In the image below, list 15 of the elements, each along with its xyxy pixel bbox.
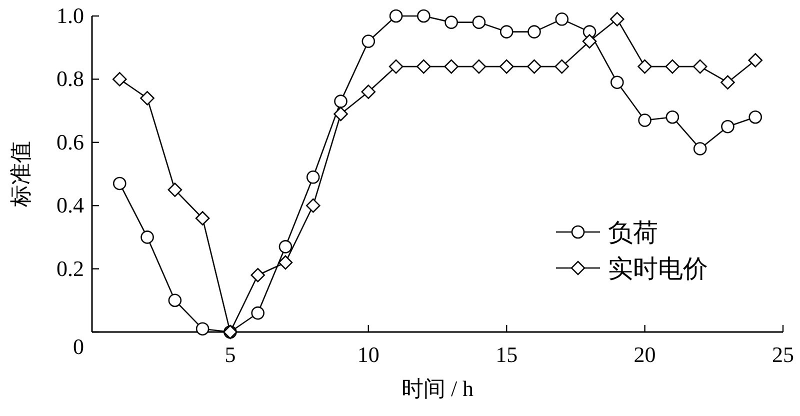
legend-label: 负荷 [608, 220, 658, 247]
y-tick-label: 0 [73, 334, 84, 359]
y-axis-title: 标准值 [8, 141, 33, 208]
y-tick-label: 0.4 [56, 192, 84, 218]
legend-label: 实时电价 [608, 255, 708, 283]
x-tick-label: 20 [634, 342, 656, 367]
y-tick-label: 0.2 [56, 256, 84, 281]
y-tick-label: 0.6 [56, 129, 84, 154]
x-tick-label: 5 [224, 342, 236, 367]
x-tick-label: 15 [496, 342, 518, 367]
y-tick-label: 1.0 [56, 3, 84, 28]
x-tick-label: 25 [772, 342, 794, 367]
x-axis-title: 时间 / h [401, 376, 474, 401]
y-tick-label: 0.8 [56, 66, 84, 92]
x-tick-label: 10 [357, 342, 380, 367]
